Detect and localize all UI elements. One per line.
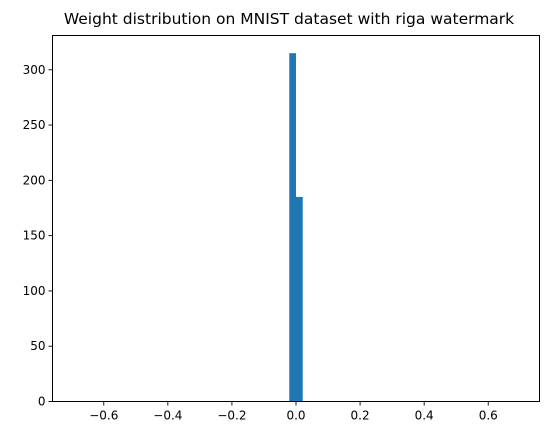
y-tick-label: 0 [38,395,46,409]
y-tick-label: 100 [23,284,46,298]
x-tick-label: 0.6 [479,409,498,423]
histogram-bar-0 [289,53,296,402]
x-tick-label: −0.2 [217,409,246,423]
x-tick-label: −0.6 [89,409,118,423]
y-tick-label: 250 [23,118,46,132]
bars-group [289,53,303,402]
histogram-bar-1 [296,196,303,402]
y-tick-label: 300 [23,63,46,77]
x-tick-label: −0.4 [153,409,182,423]
chart-title: Weight distribution on MNIST dataset wit… [64,10,514,28]
x-tick-label: 0.2 [351,409,370,423]
x-tick-label: 0.4 [415,409,434,423]
y-axis: 0 50 100 150 200 250 300 [23,63,53,409]
x-axis: −0.6 −0.4 −0.2 0.0 0.2 0.4 0.6 [89,401,498,423]
y-tick-label: 50 [30,339,45,353]
y-tick-label: 150 [23,229,46,243]
x-tick-label: 0.0 [286,409,305,423]
plot-frame [52,35,540,402]
y-tick-label: 200 [23,173,46,187]
